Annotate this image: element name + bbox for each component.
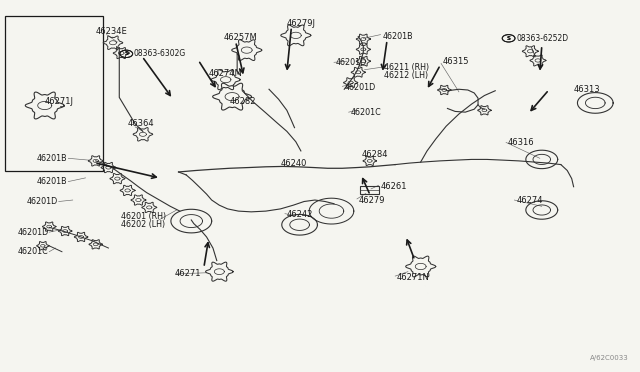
Text: 46313: 46313	[573, 85, 600, 94]
Text: 46201D: 46201D	[17, 228, 49, 237]
Text: 46201 (RH): 46201 (RH)	[121, 212, 166, 221]
Text: 46279J: 46279J	[287, 19, 316, 28]
Text: 08363-6302G: 08363-6302G	[134, 49, 186, 58]
Text: 46271N: 46271N	[396, 273, 429, 282]
Bar	[360, 186, 380, 195]
Text: 46242: 46242	[287, 210, 313, 219]
Text: 46234E: 46234E	[96, 27, 127, 36]
Text: 46282: 46282	[230, 97, 256, 106]
Text: 46274M: 46274M	[209, 69, 242, 78]
Text: 46212 (LH): 46212 (LH)	[384, 71, 428, 80]
Text: S: S	[507, 36, 511, 41]
Text: S: S	[124, 51, 128, 56]
Text: S: S	[124, 51, 128, 56]
Text: 46240: 46240	[280, 159, 307, 169]
Text: 46201C: 46201C	[17, 247, 48, 256]
Text: 46271: 46271	[175, 269, 201, 278]
Text: A/62C0033: A/62C0033	[590, 355, 629, 361]
Text: 46279: 46279	[358, 196, 385, 205]
Text: 46202 (LH): 46202 (LH)	[121, 220, 165, 229]
Text: 46201B: 46201B	[383, 32, 413, 41]
Text: 46201C: 46201C	[351, 108, 381, 118]
Text: 46201D: 46201D	[27, 197, 58, 206]
Text: 08363-6252D: 08363-6252D	[516, 34, 568, 43]
Text: 46274: 46274	[516, 196, 543, 205]
Text: 46211 (RH): 46211 (RH)	[384, 62, 429, 72]
Text: 46284: 46284	[362, 150, 388, 159]
Text: 46261: 46261	[381, 182, 407, 191]
Text: 46271J: 46271J	[45, 97, 74, 106]
Text: 46315: 46315	[442, 57, 469, 66]
Text: 46364: 46364	[127, 119, 154, 128]
Text: 46257M: 46257M	[223, 33, 257, 42]
Text: 46201B: 46201B	[36, 154, 67, 163]
Text: 46316: 46316	[508, 138, 534, 147]
Text: S: S	[507, 36, 511, 41]
Text: 46201B: 46201B	[36, 177, 67, 186]
Text: 46201D: 46201D	[336, 58, 367, 67]
Text: 46201D: 46201D	[344, 83, 376, 92]
